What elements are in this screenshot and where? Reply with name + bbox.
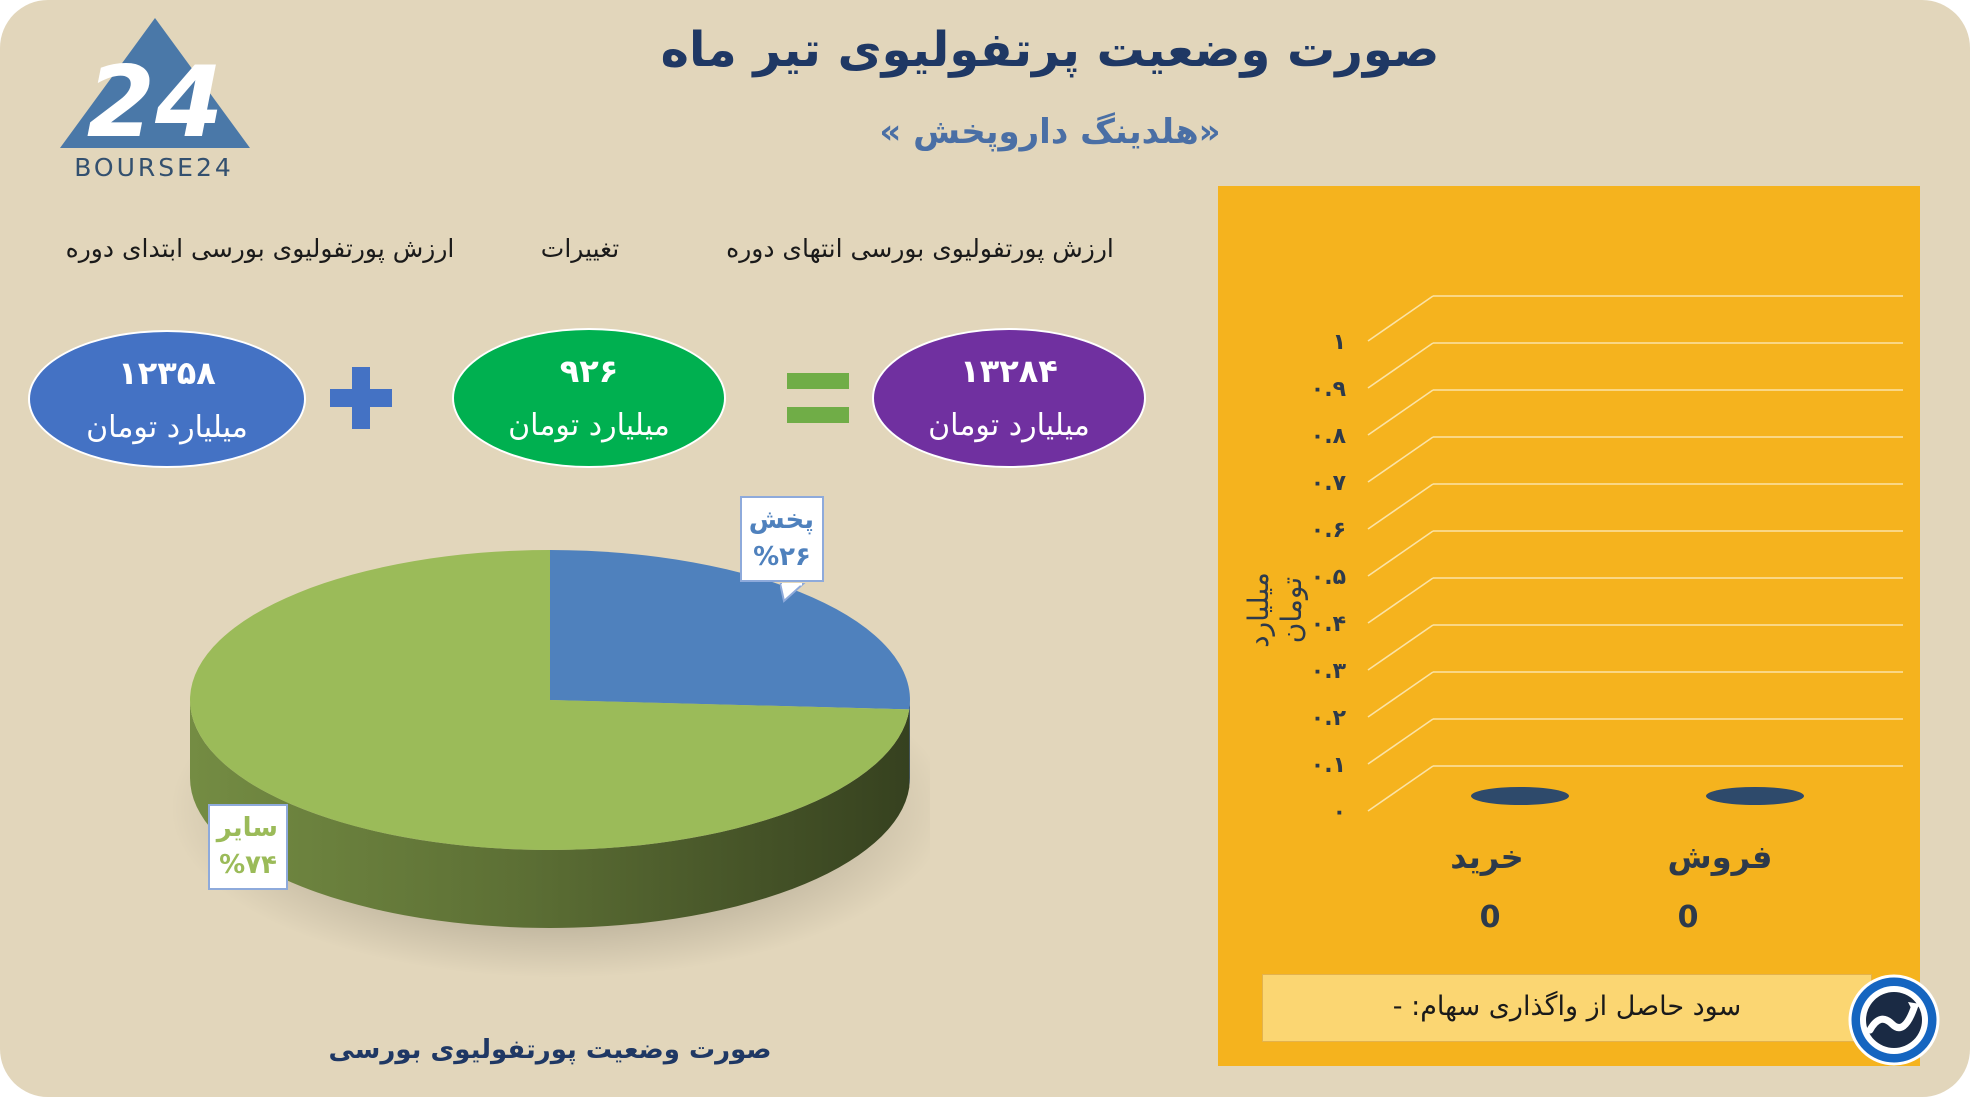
y-gridline bbox=[1367, 342, 1903, 389]
y-gridline bbox=[1367, 436, 1903, 483]
y-tick-label: ۰.۴ bbox=[1311, 612, 1346, 637]
callout-pointer bbox=[780, 583, 806, 603]
y-gridline bbox=[1367, 295, 1903, 342]
y-gridline bbox=[1367, 483, 1903, 530]
end-value-label: ارزش پورتفولیوی بورسی انتهای دوره bbox=[726, 234, 1114, 263]
change-label: تغییرات bbox=[540, 234, 620, 263]
y-tick-label: ۰.۹ bbox=[1311, 377, 1346, 402]
trade-panel: ۰ ۰.۱ ۰.۲ ۰.۳ ۰.۴ ۰.۵ ۰.۶ ۰.۷ ۰.۸ ۰.۹ ۱ bbox=[1218, 186, 1920, 1066]
pie-label-pakhsh-value: %۲۶ bbox=[753, 542, 811, 572]
y-tick-label: ۰.۷ bbox=[1311, 471, 1347, 496]
pie-chart-title: صورت وضعیت پورتفولیوی بورسی bbox=[328, 1035, 772, 1065]
y-gridline bbox=[1367, 624, 1903, 671]
pie-slice-0 bbox=[550, 550, 910, 710]
pie-label-pakhsh: پخش %۲۶ bbox=[740, 496, 824, 582]
logo-wordmark: BOURSE24 bbox=[74, 153, 234, 182]
end-value-oval: ۱۳۲۸۴ میلیارد تومان bbox=[872, 328, 1146, 468]
page-title: صورت وضعیت پرتفولیوی تیر ماه bbox=[660, 22, 1440, 78]
start-value-oval: ۱۲۳۵۸ میلیارد تومان bbox=[28, 330, 306, 468]
y-tick-label: ۰ bbox=[1333, 800, 1346, 825]
svg-text:24: 24 bbox=[87, 46, 223, 160]
trade-bar-chart: ۰ ۰.۱ ۰.۲ ۰.۳ ۰.۴ ۰.۵ ۰.۶ ۰.۷ ۰.۸ ۰.۹ ۱ bbox=[1311, 295, 1903, 825]
change-value: ۹۲۶ bbox=[559, 352, 619, 390]
y-gridline bbox=[1367, 389, 1903, 436]
bourse24-logo: 24 bbox=[60, 18, 250, 160]
category-label-sell: فروش bbox=[1667, 838, 1773, 876]
start-unit: میلیارد تومان bbox=[86, 410, 248, 445]
y-tick-label: ۰.۱ bbox=[1311, 753, 1346, 778]
pie-slice-1 bbox=[189, 550, 910, 850]
trend-up-icon bbox=[1848, 974, 1940, 1066]
change-value-oval: ۹۲۶ میلیارد تومان bbox=[452, 328, 726, 468]
y-tick-label: ۰.۵ bbox=[1311, 565, 1346, 590]
category-value-sell: 0 bbox=[1677, 900, 1699, 935]
y-tick-label: ۰.۶ bbox=[1311, 518, 1346, 543]
equals-icon bbox=[787, 373, 849, 423]
end-unit: میلیارد تومان bbox=[928, 408, 1090, 443]
pie-side-1 bbox=[190, 700, 910, 928]
y-tick-label: ۰.۳ bbox=[1311, 659, 1347, 684]
trade-chart-ylabel: میلیارد تومان bbox=[1242, 572, 1308, 648]
y-gridline bbox=[1367, 671, 1903, 718]
start-value-label: ارزش پورتفولیوی بورسی ابتدای دوره bbox=[65, 234, 455, 263]
plus-icon bbox=[330, 367, 392, 429]
portfolio-pie-chart bbox=[170, 550, 930, 978]
bar-cap-0 bbox=[1471, 787, 1569, 805]
pie-side-0 bbox=[909, 700, 910, 788]
category-label-buy: خرید bbox=[1450, 838, 1524, 876]
y-gridline bbox=[1367, 577, 1903, 624]
pie-label-pakhsh-name: پخش bbox=[748, 505, 814, 535]
pie-label-other-value: %۷۴ bbox=[219, 850, 277, 880]
pie-label-other-name: سایر bbox=[216, 813, 278, 843]
y-tick-label: ۰.۲ bbox=[1311, 706, 1347, 731]
end-value: ۱۳۲۸۴ bbox=[960, 352, 1058, 390]
pie-label-other: سایر %۷۴ bbox=[208, 804, 288, 890]
y-gridline bbox=[1367, 765, 1903, 812]
y-tick-label: ۰.۸ bbox=[1311, 424, 1347, 449]
category-value-buy: 0 bbox=[1479, 900, 1501, 935]
profit-from-sales: سود حاصل از واگذاری سهام: - bbox=[1262, 974, 1872, 1042]
bar-cap-1 bbox=[1706, 787, 1804, 805]
y-gridline bbox=[1367, 530, 1903, 577]
start-value: ۱۲۳۵۸ bbox=[118, 354, 216, 392]
y-gridline bbox=[1367, 718, 1903, 765]
page-subtitle: «هلدینگ داروپخش » bbox=[879, 112, 1221, 152]
change-unit: میلیارد تومان bbox=[508, 408, 670, 443]
y-tick-label: ۱ bbox=[1333, 330, 1346, 355]
